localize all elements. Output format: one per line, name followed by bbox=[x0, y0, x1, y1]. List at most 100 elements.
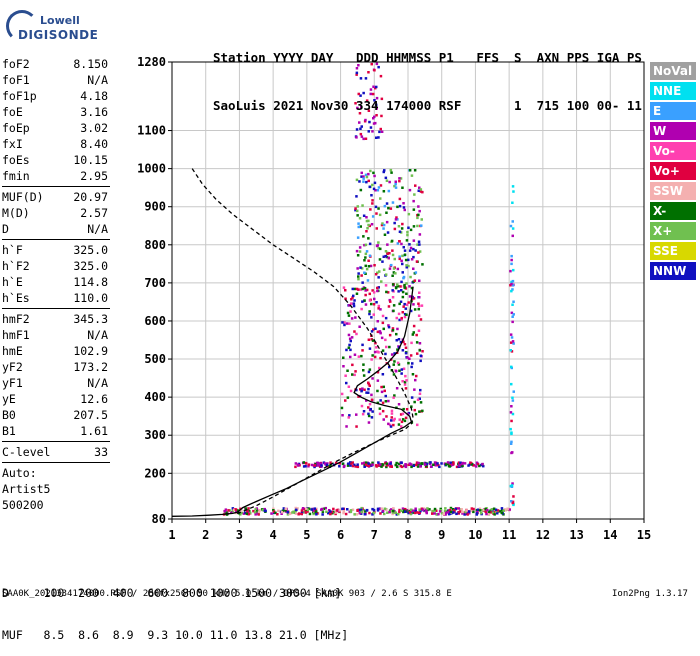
echo-point bbox=[401, 254, 404, 258]
echo-point bbox=[409, 228, 413, 232]
param-name: foEp bbox=[2, 121, 30, 135]
echo-point bbox=[384, 250, 388, 253]
echo-point bbox=[475, 513, 478, 516]
param-row: h`F 325.0 bbox=[2, 242, 166, 258]
echo-point bbox=[450, 463, 454, 466]
echo-point bbox=[452, 462, 455, 465]
echo-point bbox=[385, 415, 388, 418]
echo-point bbox=[413, 388, 416, 391]
echo-point bbox=[320, 464, 323, 467]
echo-point bbox=[357, 395, 360, 398]
echo-point bbox=[417, 511, 421, 515]
echo-point bbox=[412, 331, 415, 334]
echo-point bbox=[495, 509, 498, 513]
echo-point bbox=[396, 218, 399, 221]
echo-point bbox=[361, 349, 364, 352]
param-row: C-level 33 bbox=[2, 444, 166, 460]
echo-point bbox=[452, 511, 455, 514]
echo-point bbox=[388, 365, 391, 369]
echo-point bbox=[428, 508, 431, 511]
echo-point bbox=[298, 512, 301, 515]
echo-point bbox=[384, 176, 388, 180]
echo-point bbox=[340, 392, 344, 396]
echo-point bbox=[395, 387, 399, 390]
param-name: h`F2 bbox=[2, 259, 30, 273]
echo-point bbox=[357, 64, 360, 67]
echo-point bbox=[372, 313, 375, 316]
echo-point bbox=[412, 247, 415, 251]
echo-point bbox=[469, 461, 472, 464]
echo-point bbox=[352, 302, 356, 305]
echo-point bbox=[378, 507, 381, 511]
echo-point bbox=[421, 263, 424, 266]
echo-point bbox=[392, 267, 396, 270]
echo-point bbox=[346, 396, 350, 399]
param-name: h`E bbox=[2, 275, 23, 289]
echo-point bbox=[401, 349, 405, 352]
echo-point bbox=[371, 354, 374, 357]
echo-point bbox=[412, 199, 415, 203]
echo-point bbox=[316, 464, 319, 467]
echo-point bbox=[365, 288, 369, 292]
echo-point bbox=[395, 461, 398, 465]
echo-point bbox=[410, 463, 413, 466]
echo-point bbox=[362, 180, 365, 183]
echo-point bbox=[341, 462, 345, 466]
echo-point bbox=[512, 190, 515, 193]
echo-point bbox=[508, 508, 511, 511]
echo-point bbox=[284, 507, 287, 510]
echo-point bbox=[403, 383, 407, 386]
echo-point bbox=[383, 507, 387, 510]
echo-point bbox=[371, 215, 375, 218]
param-name: foEs bbox=[2, 153, 30, 167]
echo-point bbox=[361, 343, 364, 347]
echo-point bbox=[376, 271, 379, 274]
echo-point bbox=[400, 242, 403, 246]
echo-point bbox=[385, 202, 389, 205]
echo-point bbox=[420, 218, 423, 221]
echo-point bbox=[364, 118, 367, 122]
echo-point bbox=[355, 332, 358, 336]
echo-point bbox=[377, 464, 381, 467]
echo-point bbox=[447, 512, 451, 516]
echo-point bbox=[440, 462, 443, 465]
param-name: hmF1 bbox=[2, 328, 30, 342]
echo-point bbox=[379, 308, 382, 311]
echo-point bbox=[254, 508, 257, 511]
y-tick-label: 800 bbox=[144, 238, 166, 252]
echo-point bbox=[512, 268, 515, 272]
echo-point bbox=[365, 180, 368, 184]
echo-point bbox=[386, 511, 389, 514]
echo-point bbox=[403, 249, 407, 252]
echo-point bbox=[359, 288, 363, 291]
echo-point bbox=[363, 513, 367, 516]
echo-point bbox=[354, 207, 357, 210]
echo-point bbox=[400, 509, 403, 512]
echo-point bbox=[363, 388, 366, 391]
echo-point bbox=[475, 510, 479, 514]
echo-point bbox=[368, 310, 371, 313]
echo-point bbox=[301, 507, 305, 510]
x-tick-label: 4 bbox=[270, 528, 277, 542]
echo-point bbox=[421, 462, 424, 465]
echo-point bbox=[354, 316, 357, 319]
echo-point bbox=[396, 465, 399, 469]
echo-point bbox=[512, 495, 515, 498]
echo-point bbox=[411, 373, 415, 376]
echo-point bbox=[407, 301, 410, 304]
echo-point bbox=[367, 382, 371, 386]
echo-point bbox=[415, 463, 418, 467]
echo-point bbox=[356, 463, 359, 466]
file-info: SAA0K_2021334174000.RSF / 280fx256h 50 k… bbox=[2, 589, 452, 599]
echo-point bbox=[478, 509, 482, 512]
echo-point bbox=[386, 252, 389, 255]
echo-point bbox=[393, 184, 396, 188]
echo-point bbox=[389, 425, 393, 428]
echo-point bbox=[377, 304, 381, 308]
echo-point bbox=[399, 413, 403, 416]
echo-point bbox=[375, 96, 379, 100]
echo-point bbox=[348, 322, 351, 325]
echo-point bbox=[405, 303, 409, 306]
echo-point bbox=[393, 394, 396, 397]
echo-point bbox=[390, 419, 393, 422]
